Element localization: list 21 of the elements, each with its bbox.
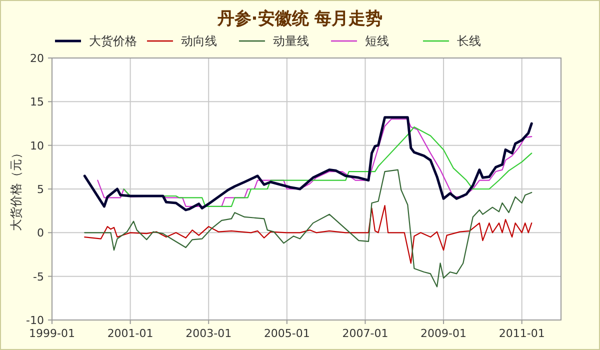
x-tick-label: 2011-01 (498, 327, 545, 340)
y-tick-label: 5 (37, 183, 44, 196)
legend-label: 大货价格 (89, 34, 137, 48)
y-tick-label: 0 (37, 226, 44, 240)
y-tick-label: -10 (26, 314, 44, 327)
y-tick-label: -5 (33, 270, 44, 284)
legend-label: 动向线 (181, 34, 217, 48)
y-axis-title: 大货价格（元） (9, 147, 23, 231)
x-tick-label: 2009-01 (420, 327, 467, 340)
y-tick-label: 10 (30, 139, 44, 152)
x-tick-label: 2007-01 (342, 327, 388, 340)
x-tick-label: 2003-01 (186, 327, 232, 340)
legend-label: 动量线 (273, 34, 309, 48)
x-tick-label: 2001-01 (107, 327, 154, 340)
legend-label: 短线 (365, 34, 389, 48)
chart-title: 丹参·安徽统 每月走势 (216, 9, 383, 29)
y-tick-label: 20 (30, 52, 44, 65)
y-tick-label: 15 (30, 96, 44, 109)
legend-label: 长线 (457, 34, 481, 48)
x-tick-label: 2005-01 (264, 327, 310, 340)
x-tick-label: 1999-01 (29, 327, 75, 340)
